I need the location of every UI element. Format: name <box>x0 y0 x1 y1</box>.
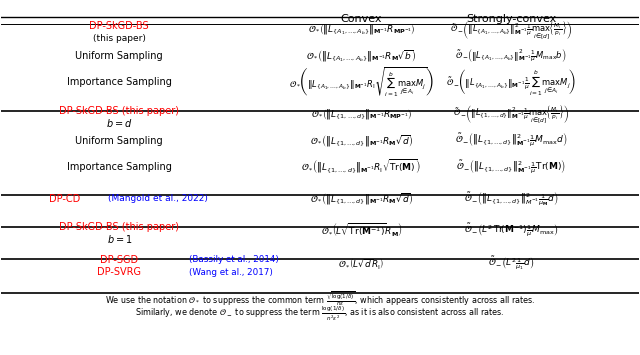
Text: $\mathcal{O}_*\!\left(\left\|L_{\{A_1,\ldots,A_b\}}\right\|_{\mathbf{M}^{-1}} R_: $\mathcal{O}_*\!\left(\left\|L_{\{A_1,\l… <box>308 22 415 37</box>
Text: (Mangold et al., 2022): (Mangold et al., 2022) <box>108 194 207 203</box>
Text: DP-SkGD-BS (this paper): DP-SkGD-BS (this paper) <box>60 222 179 232</box>
Text: $\mathcal{O}_*\!\left(L\sqrt{d}R_{\mathrm{I}}\right)$: $\mathcal{O}_*\!\left(L\sqrt{d}R_{\mathr… <box>339 256 385 271</box>
Text: $\tilde{\mathcal{O}}_-\!\left(\left\|L_{\{A_1,\ldots,A_b\}}\right\|_{\mathbf{M}^: $\tilde{\mathcal{O}}_-\!\left(\left\|L_{… <box>446 67 577 97</box>
Text: $\tilde{\mathcal{O}}_-\!\left(L^2\frac{1}{\mu_1}d\right)$: $\tilde{\mathcal{O}}_-\!\left(L^2\frac{1… <box>488 255 534 272</box>
Text: $\mathcal{O}_*\!\left(\left\|L_{\{1,\ldots,d\}}\right\|_{\mathbf{M}^{-1}} R_{\ma: $\mathcal{O}_*\!\left(\left\|L_{\{1,\ldo… <box>311 107 412 121</box>
Text: Uniform Sampling: Uniform Sampling <box>76 51 163 61</box>
Text: Strongly-convex: Strongly-convex <box>466 14 556 24</box>
Text: $\mathcal{O}_*\!\left(\left\|L_{\{A_1,\ldots,A_b\}}\right\|_{\mathbf{M}^{-1}} R_: $\mathcal{O}_*\!\left(\left\|L_{\{A_1,\l… <box>289 66 434 99</box>
Text: $\mathcal{O}_*\!\left(\left\|L_{\{1,\ldots,d\}}\right\|_{\mathbf{M}^{-1}} R_{\ma: $\mathcal{O}_*\!\left(\left\|L_{\{1,\ldo… <box>310 133 413 148</box>
Text: DP-SGD: DP-SGD <box>100 255 138 264</box>
Text: (this paper): (this paper) <box>93 34 146 43</box>
Text: Importance Sampling: Importance Sampling <box>67 77 172 87</box>
Text: $b = d$: $b = d$ <box>106 117 132 129</box>
Text: $\tilde{\mathcal{O}}_-\!\left(\left\|L_{\{1,\ldots,d\}}\right\|^2_{\mathbf{M}^{-: $\tilde{\mathcal{O}}_-\!\left(\left\|L_{… <box>453 103 570 125</box>
Text: $\mathcal{O}_*\!\left(\left\|L_{\{1,\ldots,d\}}\right\|_{\mathbf{M}^{-1}} R_{\ma: $\mathcal{O}_*\!\left(\left\|L_{\{1,\ldo… <box>301 158 421 176</box>
Text: (Wang et al., 2017): (Wang et al., 2017) <box>189 268 273 277</box>
Text: DP-SkGD-BS (this paper): DP-SkGD-BS (this paper) <box>60 105 179 116</box>
Text: $\tilde{\mathcal{O}}_-\!\left(L^2\,\mathrm{Tr}\!\left(\mathbf{M}^{-1}\right)\fra: $\tilde{\mathcal{O}}_-\!\left(L^2\,\math… <box>464 222 559 239</box>
Text: $\mathcal{O}_*\!\left(\left\|L_{\{1,\ldots,d\}}\right\|_{\mathbf{M}^{-1}} R_{\ma: $\mathcal{O}_*\!\left(\left\|L_{\{1,\ldo… <box>310 191 413 206</box>
Text: Importance Sampling: Importance Sampling <box>67 162 172 172</box>
Text: $\mathcal{O}_*\!\left(L\sqrt{\mathrm{Tr}\left(\mathbf{M}^{-1}\right)}R_{\mathbf{: $\mathcal{O}_*\!\left(L\sqrt{\mathrm{Tr}… <box>321 222 403 239</box>
Text: $\tilde{\mathcal{O}}_-\!\left(\left\|L_{\{A_1,\ldots,A_b\}}\right\|^2_{\mathbf{M: $\tilde{\mathcal{O}}_-\!\left(\left\|L_{… <box>456 47 567 65</box>
Text: $\tilde{\mathcal{O}}_-\!\left(\left\|L_{\{1,\ldots,d\}}\right\|^2_{\mathbf{M}^{-: $\tilde{\mathcal{O}}_-\!\left(\left\|L_{… <box>455 132 567 149</box>
Text: $\mathcal{O}_*\!\left(\left\|L_{\{A_1,\ldots,A_b\}}\right\|_{\mathbf{M}^{-1}} R_: $\mathcal{O}_*\!\left(\left\|L_{\{A_1,\l… <box>307 48 417 64</box>
Text: $\tilde{\mathcal{O}}_-\!\left(\left\|L_{\{A_1,\ldots,A_b\}}\right\|^2_{\mathbf{M: $\tilde{\mathcal{O}}_-\!\left(\left\|L_{… <box>450 18 573 40</box>
Text: DP-CD: DP-CD <box>49 193 81 204</box>
Text: (Bassily et al., 2014): (Bassily et al., 2014) <box>189 255 279 264</box>
Text: Convex: Convex <box>340 14 382 24</box>
Text: Uniform Sampling: Uniform Sampling <box>76 136 163 146</box>
Text: Similarly, we denote $\mathcal{O}_-$ to suppress the term $\frac{\log(1/\delta)}: Similarly, we denote $\mathcal{O}_-$ to … <box>135 305 505 323</box>
Text: DP-SkGD-BS: DP-SkGD-BS <box>90 21 149 31</box>
Text: We use the notation $\mathcal{O}_*$ to suppress the common term $\frac{\sqrt{\lo: We use the notation $\mathcal{O}_*$ to s… <box>105 290 535 308</box>
Text: $\tilde{\mathcal{O}}_-\!\left(\left\|L_{\{1,\ldots,d\}}\right\|^2_{M^{-1}} \frac: $\tilde{\mathcal{O}}_-\!\left(\left\|L_{… <box>464 190 559 208</box>
Text: DP-SVRG: DP-SVRG <box>97 267 141 277</box>
Text: $b = 1$: $b = 1$ <box>107 233 132 245</box>
Text: $\tilde{\mathcal{O}}_-\!\left(\left\|L_{\{1,\ldots,d\}}\right\|^2_{\mathbf{M}^{-: $\tilde{\mathcal{O}}_-\!\left(\left\|L_{… <box>456 158 566 176</box>
